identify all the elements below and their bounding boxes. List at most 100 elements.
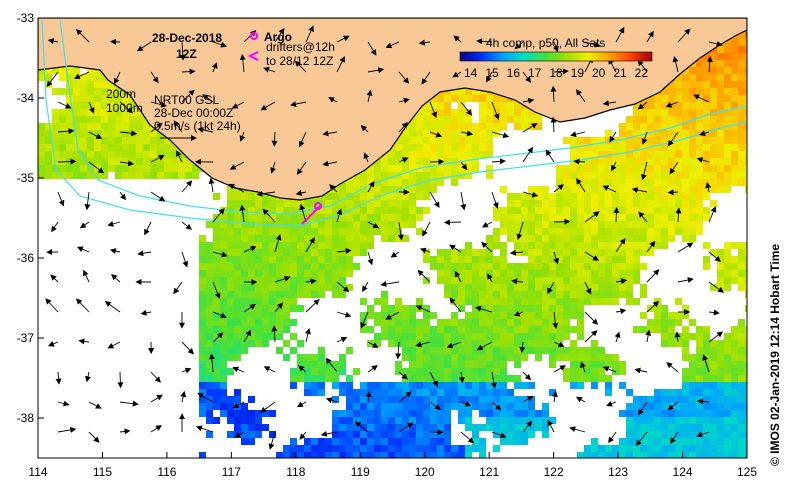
sst-pixel — [675, 424, 682, 431]
sst-pixel — [717, 165, 724, 172]
sst-pixel — [451, 382, 458, 389]
sst-pixel — [556, 256, 563, 263]
sst-pixel — [52, 88, 59, 95]
sst-pixel — [514, 298, 521, 305]
sst-pixel — [297, 256, 304, 263]
sst-pixel — [647, 116, 654, 123]
sst-pixel — [745, 291, 747, 298]
sst-pixel — [696, 340, 703, 347]
sst-pixel — [675, 151, 682, 158]
current-arrow — [57, 158, 77, 165]
sst-pixel — [696, 438, 703, 445]
sst-pixel — [360, 221, 367, 228]
sst-pixel — [437, 382, 444, 389]
sst-pixel — [332, 424, 339, 431]
sst-pixel — [682, 116, 689, 123]
sst-pixel — [164, 172, 171, 179]
sst-pixel — [353, 438, 360, 445]
sst-pixel — [283, 270, 290, 277]
sst-pixel — [241, 277, 248, 284]
sst-pixel — [262, 277, 269, 284]
sst-pixel — [493, 424, 500, 431]
sst-pixel — [395, 382, 402, 389]
sst-pixel — [472, 137, 479, 144]
sst-pixel — [150, 151, 157, 158]
sst-pixel — [605, 291, 612, 298]
sst-pixel — [206, 284, 213, 291]
sst-pixel — [304, 263, 311, 270]
sst-pixel — [332, 256, 339, 263]
sst-pixel — [59, 116, 66, 123]
sst-pixel — [535, 277, 542, 284]
sst-pixel — [206, 277, 213, 284]
sst-pixel — [115, 151, 122, 158]
sst-pixel — [185, 158, 192, 165]
sst-pixel — [199, 270, 206, 277]
sst-pixel — [332, 214, 339, 221]
sst-pixel — [73, 95, 80, 102]
sst-pixel — [507, 116, 514, 123]
sst-pixel — [388, 186, 395, 193]
current-arrow — [513, 310, 524, 317]
sst-pixel — [395, 424, 402, 431]
sst-pixel — [395, 417, 402, 424]
sst-pixel — [731, 410, 738, 417]
sst-pixel — [269, 263, 276, 270]
sst-pixel — [115, 172, 122, 179]
sst-pixel — [493, 326, 500, 333]
current-arrow — [88, 431, 100, 443]
sst-pixel — [745, 53, 747, 60]
sst-pixel — [675, 396, 682, 403]
sst-pixel — [122, 116, 129, 123]
current-arrow — [150, 371, 161, 383]
sst-pixel — [101, 151, 108, 158]
sst-pixel — [479, 305, 486, 312]
sst-pixel — [724, 172, 731, 179]
sst-pixel — [591, 228, 598, 235]
sst-pixel — [563, 326, 570, 333]
sst-pixel — [675, 102, 682, 109]
sst-pixel — [703, 438, 710, 445]
sst-pixel — [234, 277, 241, 284]
sst-pixel — [507, 305, 514, 312]
sst-pixel — [381, 158, 388, 165]
sst-pixel — [717, 53, 724, 60]
sst-pixel — [717, 130, 724, 137]
sst-pixel — [514, 319, 521, 326]
sst-pixel — [101, 88, 108, 95]
sst-pixel — [248, 410, 255, 417]
sst-pixel — [640, 130, 647, 137]
sst-pixel — [570, 221, 577, 228]
sst-pixel — [52, 158, 59, 165]
sst-pixel — [346, 417, 353, 424]
sst-pixel — [591, 270, 598, 277]
sst-pixel — [640, 165, 647, 172]
sst-pixel — [633, 207, 640, 214]
sst-pixel — [689, 172, 696, 179]
current-arrow — [705, 182, 712, 193]
sst-pixel — [738, 46, 745, 53]
sst-pixel — [234, 228, 241, 235]
sst-pixel — [612, 270, 619, 277]
sst-pixel — [360, 410, 367, 417]
sst-pixel — [563, 347, 570, 354]
sst-pixel — [717, 347, 724, 354]
sst-pixel — [486, 172, 493, 179]
sst-pixel — [388, 179, 395, 186]
sst-pixel — [661, 214, 668, 221]
sst-pixel — [304, 291, 311, 298]
sst-pixel — [346, 396, 353, 403]
sst-pixel — [52, 116, 59, 123]
sst-pixel — [437, 354, 444, 361]
sst-pixel — [549, 235, 556, 242]
sst-pixel — [206, 312, 213, 319]
sst-pixel — [584, 368, 591, 375]
sst-pixel — [472, 354, 479, 361]
sst-pixel — [633, 452, 640, 458]
sst-pixel — [612, 172, 619, 179]
sst-pixel — [661, 305, 668, 312]
sst-pixel — [395, 445, 402, 452]
sst-pixel — [521, 333, 528, 340]
sst-pixel — [444, 354, 451, 361]
sst-pixel — [234, 221, 241, 228]
